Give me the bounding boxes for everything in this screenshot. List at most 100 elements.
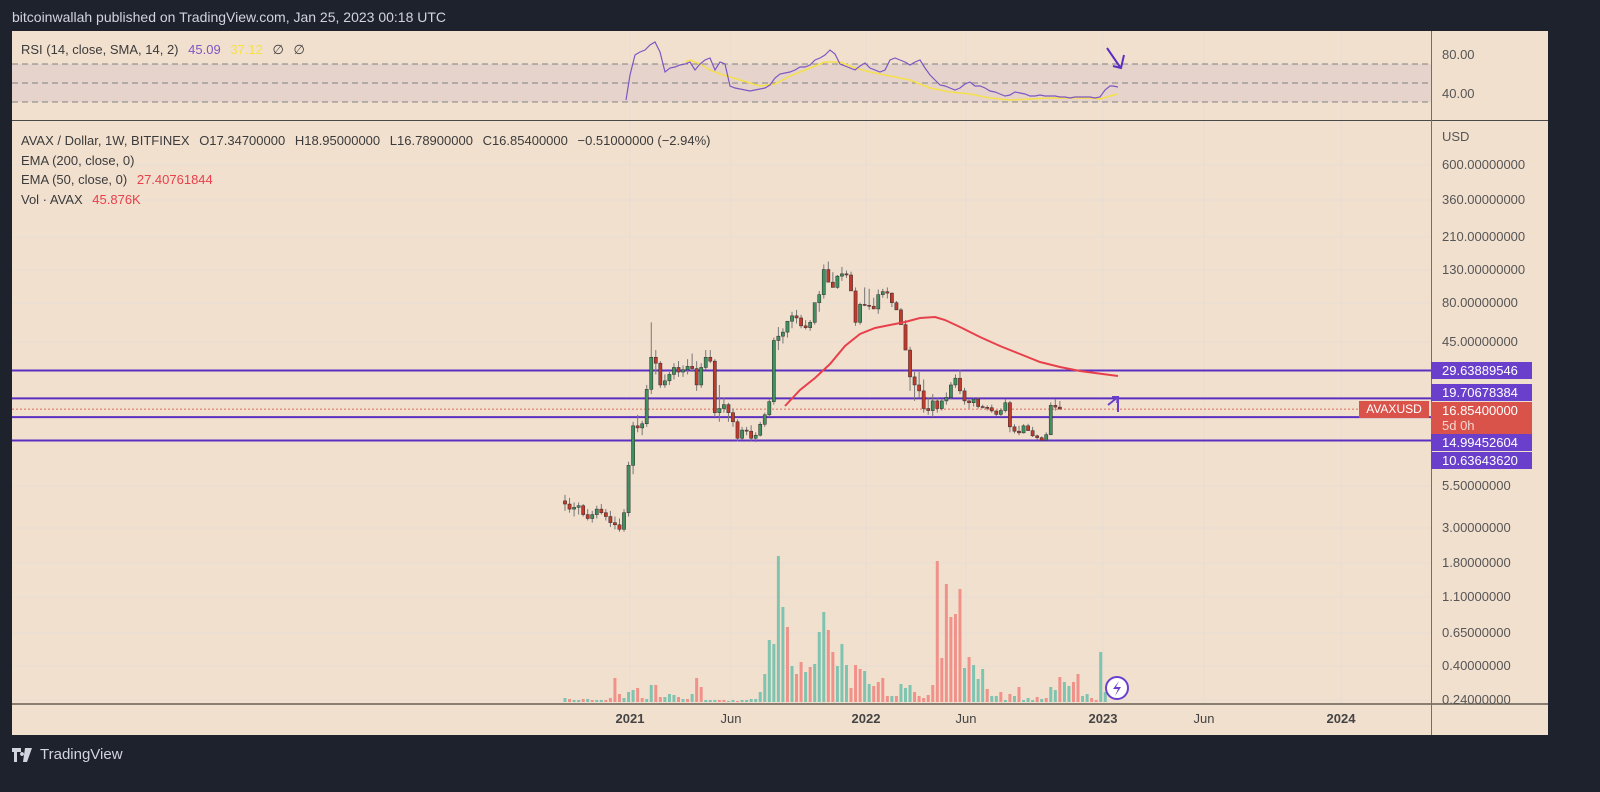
candle-body	[912, 376, 917, 386]
volume-bar	[1094, 700, 1098, 702]
price-tick-label: 80.00000000	[1442, 295, 1518, 310]
candle-body	[967, 400, 971, 403]
rsi-sma-value: 37.12	[230, 42, 263, 57]
volume-bar	[772, 644, 776, 702]
candle-body	[699, 367, 704, 386]
candle-body	[722, 404, 726, 409]
candle-body	[826, 269, 831, 283]
volume-bar	[763, 674, 767, 702]
candle-body	[1039, 437, 1044, 441]
volume-bar	[1049, 687, 1053, 702]
volume-bar	[872, 686, 876, 702]
volume-bar	[627, 692, 631, 702]
ema200-legend[interactable]: EMA (200, close, 0)	[21, 153, 140, 168]
candle-body	[758, 424, 763, 436]
volume-bar	[745, 700, 749, 702]
candle-body	[1021, 425, 1026, 434]
annotation-arrow-icon	[1106, 47, 1125, 70]
volume-bar	[708, 700, 712, 702]
rsi-legend[interactable]: RSI (14, close, SMA, 14, 2) 45.09 37.12 …	[21, 42, 311, 58]
volume-bar	[958, 589, 962, 702]
volume-bar	[1071, 682, 1075, 702]
candle-body	[835, 275, 840, 288]
volume-bar	[713, 700, 717, 702]
volume-bar	[999, 692, 1003, 702]
candle-body	[899, 309, 903, 325]
volume-bar	[1035, 697, 1039, 702]
candle-body	[894, 302, 899, 311]
candle-body	[1058, 406, 1062, 410]
volume-bar	[781, 607, 785, 702]
volume-bar	[826, 630, 830, 702]
candle-body	[1008, 402, 1012, 428]
volume-bar	[722, 700, 726, 702]
ema50-line	[784, 315, 1119, 407]
candle-body	[998, 410, 1003, 415]
volume-bar	[1103, 692, 1107, 702]
volume-bar	[595, 700, 599, 702]
chart-frame[interactable]	[12, 31, 1548, 735]
volume-bar	[817, 632, 821, 702]
volume-bar	[690, 694, 694, 702]
volume-bar	[663, 697, 667, 702]
candle-body	[640, 423, 645, 429]
volume-bar	[917, 696, 921, 702]
candle-body	[799, 317, 803, 327]
price-change: −0.51000000 (−2.94%)	[577, 133, 711, 148]
volume-bar	[1076, 674, 1080, 702]
candle-body	[617, 524, 622, 530]
candle-body	[862, 304, 867, 306]
price-tag: 16.85400000	[1431, 402, 1532, 419]
volume-bar	[1053, 690, 1057, 702]
candle-body	[1012, 426, 1017, 432]
symbol-legend[interactable]: AVAX / Dollar, 1W, BITFINEX O17.34700000…	[21, 133, 717, 148]
candle-body	[935, 400, 940, 409]
candle-body	[581, 505, 586, 515]
candle-body	[921, 390, 926, 409]
volume-label: Vol · AVAX	[21, 192, 83, 207]
volume-bar	[686, 699, 690, 702]
candle-body	[962, 390, 967, 402]
candle-body	[781, 331, 785, 337]
volume-bar	[863, 671, 867, 702]
candle-body	[939, 400, 944, 409]
tradingview-logo[interactable]: TradingView	[12, 746, 123, 763]
candle-body	[971, 398, 976, 403]
candle-body	[1026, 425, 1030, 431]
brand-name: TradingView	[40, 746, 123, 763]
candle-body	[635, 425, 640, 429]
candle-body	[944, 397, 949, 402]
volume-bar	[672, 695, 676, 702]
volume-bar	[754, 699, 758, 702]
volume-bar	[1090, 698, 1094, 702]
rsi-value: 45.09	[188, 42, 221, 57]
lightning-icon	[1113, 681, 1121, 696]
volume-bar	[840, 644, 844, 702]
volume-bar	[1031, 700, 1035, 702]
volume-bar	[586, 699, 590, 702]
volume-bar	[677, 697, 680, 702]
candle-body	[876, 294, 881, 310]
volume-bar	[790, 666, 794, 702]
volume-bar	[922, 698, 926, 702]
candle-body	[744, 429, 749, 432]
candle-body	[762, 414, 767, 425]
ema50-value: 27.40761844	[136, 172, 213, 187]
volume-bar	[1085, 694, 1089, 702]
volume-bar	[1081, 696, 1085, 702]
publish-info: bitcoinwallah published on TradingView.c…	[12, 9, 447, 25]
candle-body	[753, 434, 758, 439]
candle-body	[1035, 435, 1040, 438]
time-tick-label: 2023	[1088, 711, 1118, 726]
rsi-pane-separator[interactable]	[12, 120, 1548, 121]
ema50-legend[interactable]: EMA (50, close, 0) 27.40761844	[21, 172, 219, 187]
volume-legend[interactable]: Vol · AVAX 45.876K	[21, 192, 147, 207]
candle-body	[576, 505, 581, 508]
volume-bar	[844, 665, 848, 702]
volume-bar	[1099, 652, 1103, 702]
price-tag: 29.63889546	[1431, 362, 1532, 379]
volume-bar	[636, 688, 640, 702]
candle-body	[731, 412, 735, 423]
candle-body	[676, 367, 681, 373]
